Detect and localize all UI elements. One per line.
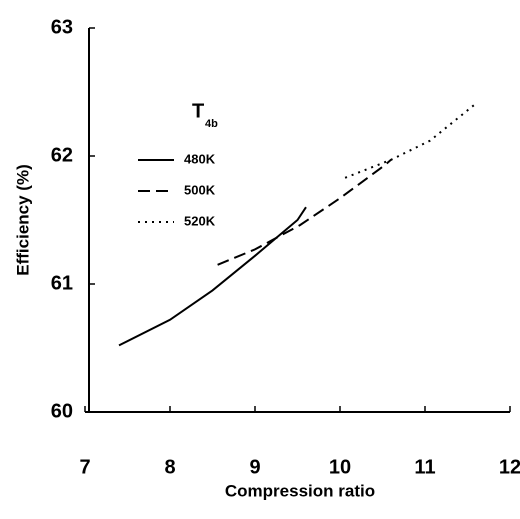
x-tick-label: 10: [329, 456, 351, 478]
series-line: [344, 102, 477, 179]
x-tick-label: 11: [414, 456, 435, 478]
x-axis-label: Compression ratio: [225, 481, 375, 500]
y-axis-label: Efficiency (%): [13, 164, 32, 275]
y-tick-label: 62: [51, 144, 73, 166]
y-tick-label: 60: [51, 400, 73, 422]
x-tick-label: 9: [249, 456, 260, 478]
series-line: [118, 206, 307, 347]
x-tick-label: 12: [499, 456, 520, 478]
legend-label: 480K: [184, 151, 216, 166]
legend-title-subscript: 4b: [205, 118, 218, 130]
x-tick-label: 7: [79, 456, 90, 478]
legend-label: 500K: [184, 182, 216, 197]
legend-title: T: [192, 100, 204, 122]
y-tick-label: 63: [51, 16, 73, 38]
y-tick-label: 61: [51, 272, 73, 294]
legend-label: 520K: [184, 213, 216, 228]
series-line: [217, 159, 392, 266]
x-tick-label: 8: [164, 456, 175, 478]
